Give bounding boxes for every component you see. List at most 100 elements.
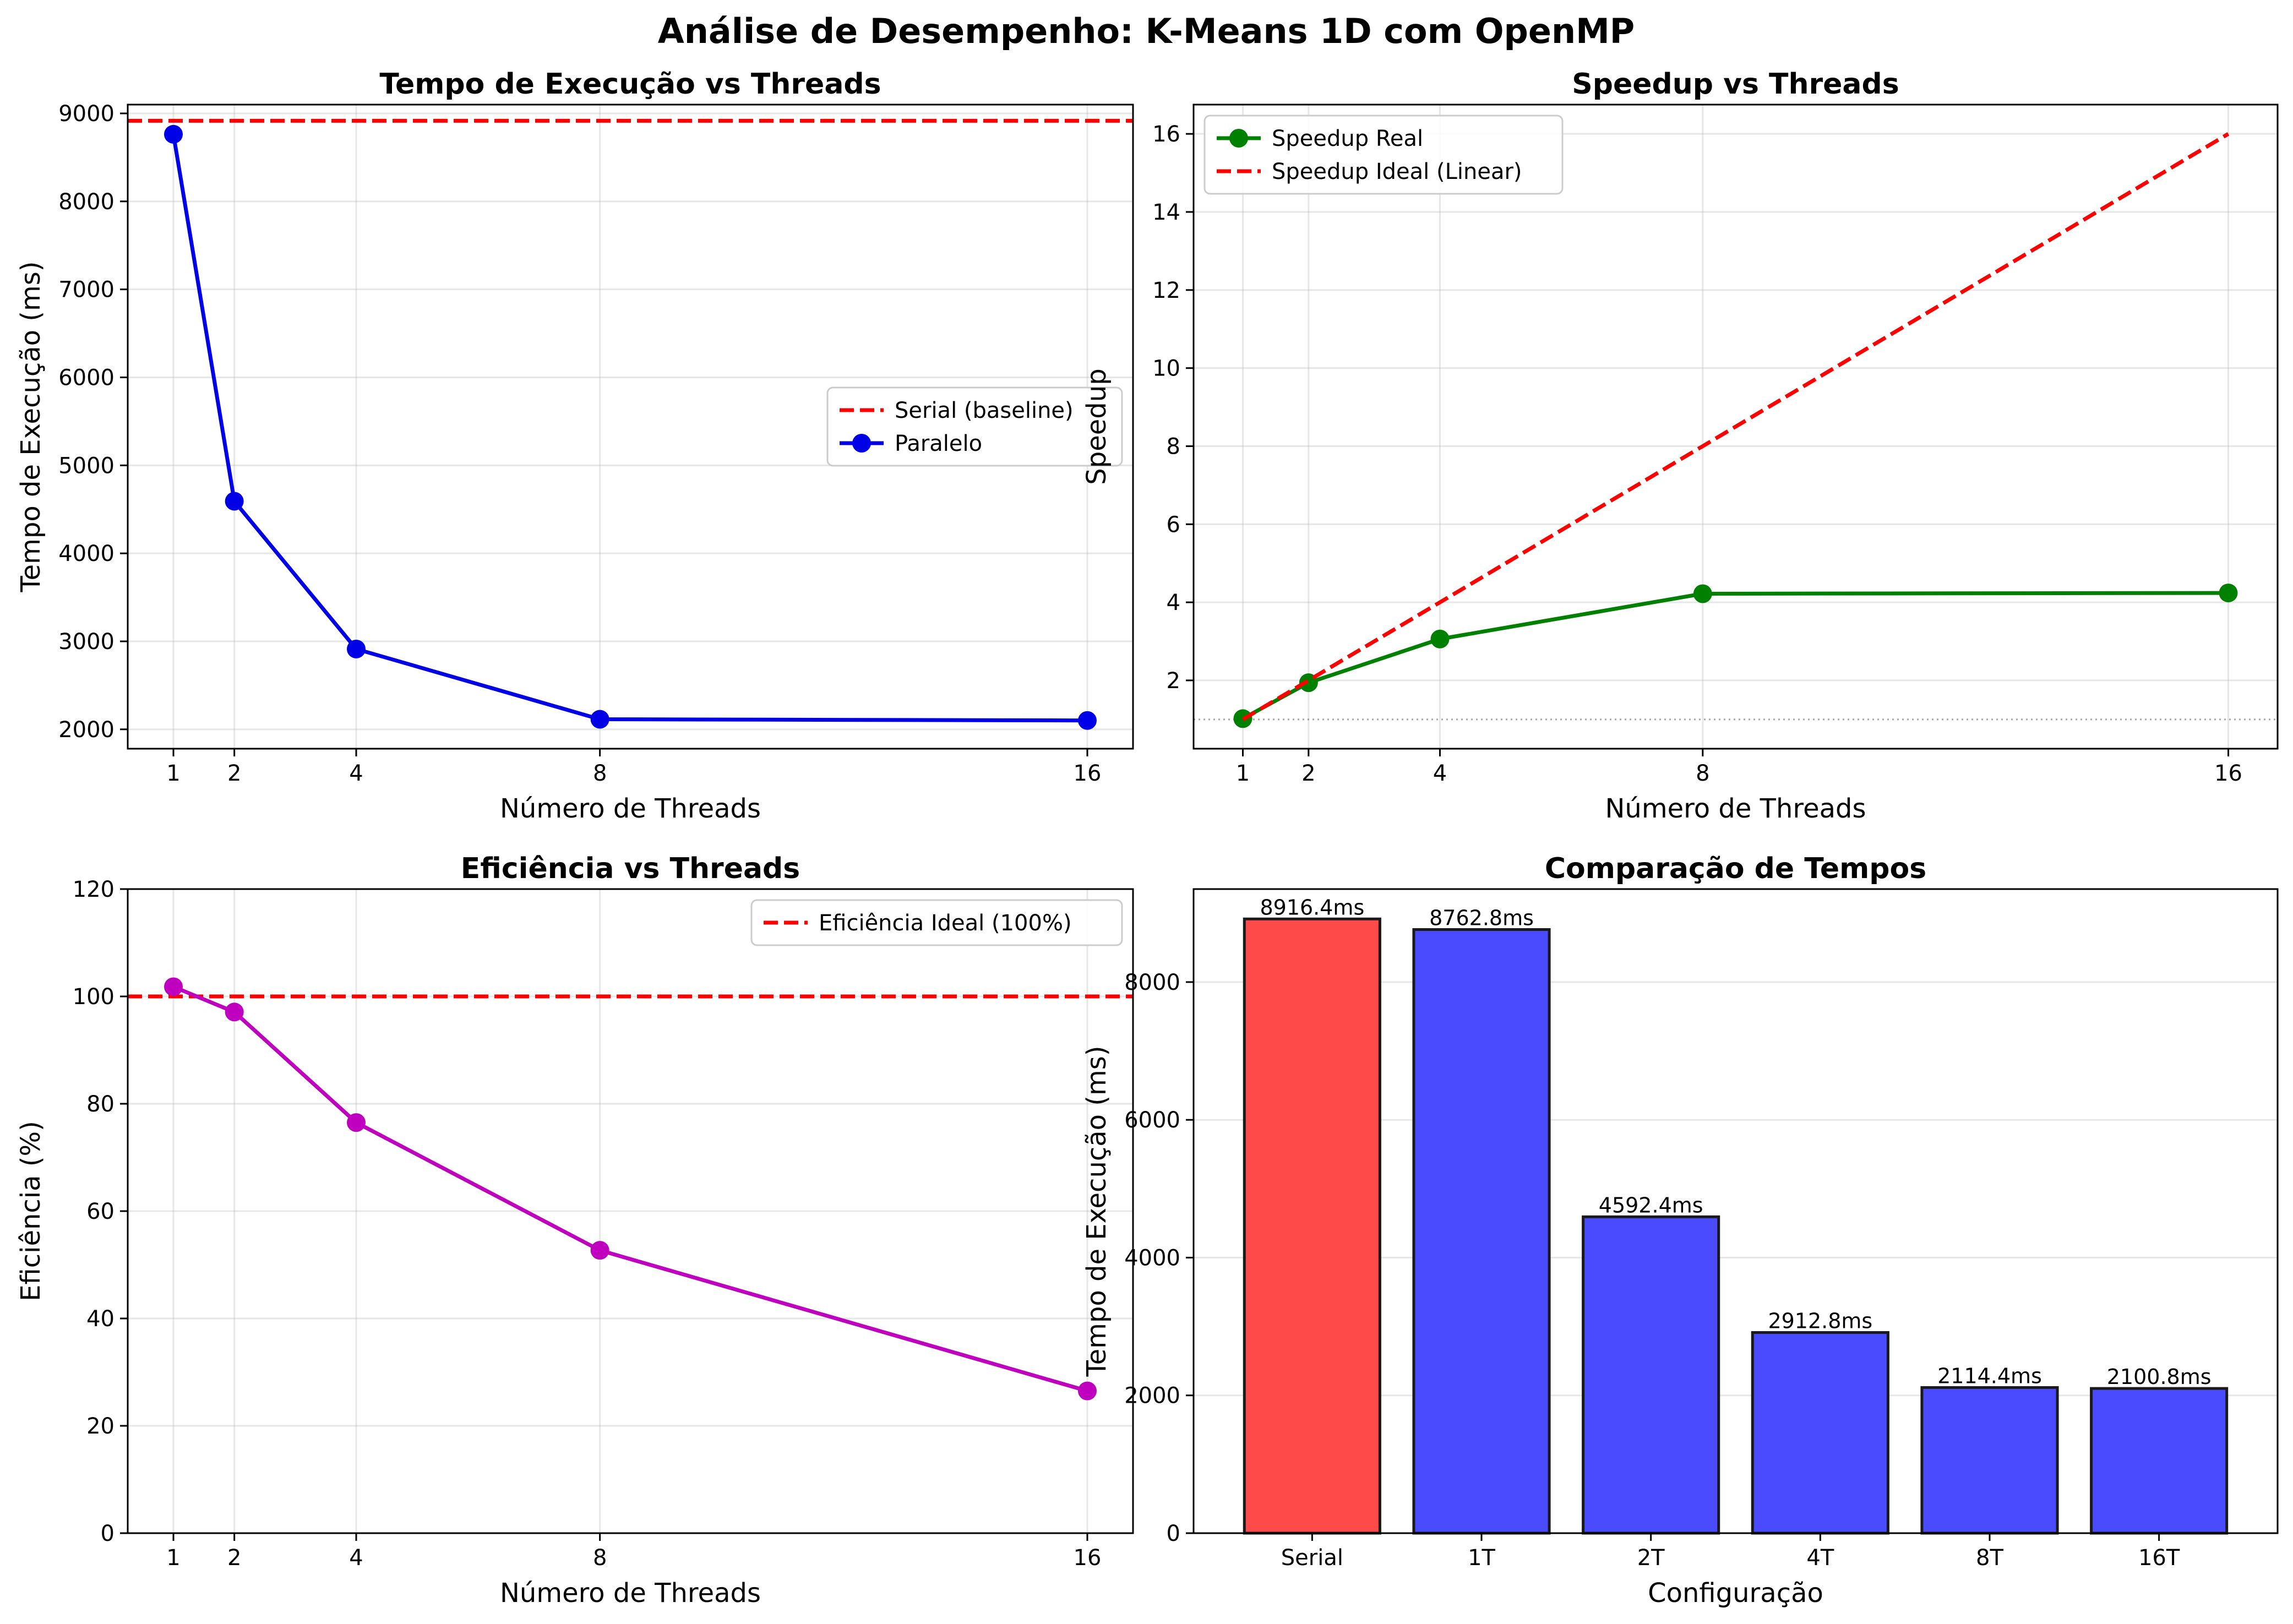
plot-frame bbox=[1192, 888, 2279, 1534]
subplot-title: Tempo de Execução vs Threads bbox=[379, 68, 881, 101]
subplot-title: Eficiência vs Threads bbox=[461, 852, 800, 885]
y-tick-label: 2000 bbox=[58, 717, 115, 743]
y-tick-label: 5000 bbox=[58, 453, 115, 478]
series-line bbox=[1241, 132, 2230, 721]
series-line bbox=[1241, 591, 2229, 721]
data-point bbox=[347, 1113, 366, 1132]
y-tick-label: 8 bbox=[1167, 434, 1180, 459]
x-tick-label: 1 bbox=[1236, 761, 1250, 786]
subplot-eficiencia: 1 2 4 8 16 0 20 40 60 80 100 120 Eficiência Ideal (1… bbox=[15, 852, 1134, 1609]
y-tick-label: 0 bbox=[1167, 1521, 1180, 1546]
y-axis-label: Tempo de Execução (ms) bbox=[1081, 1045, 1112, 1377]
x-tick-label: 2T bbox=[1637, 1545, 1665, 1571]
bar-value-label: 8916.4ms bbox=[1260, 895, 1364, 919]
data-point bbox=[1693, 584, 1712, 603]
data-point bbox=[225, 1002, 244, 1022]
data-point bbox=[1078, 711, 1097, 730]
legend: Serial (baseline) Paralelo bbox=[826, 386, 1123, 467]
y-tick-label: 8000 bbox=[1124, 970, 1180, 995]
y-tick-label: 7000 bbox=[58, 277, 115, 303]
x-axis-label: Número de Threads bbox=[1605, 793, 1866, 824]
legend-label: Serial (baseline) bbox=[895, 398, 1074, 423]
x-tick-label: 4 bbox=[349, 761, 363, 786]
x-tick-label: 4 bbox=[349, 1545, 363, 1571]
y-tick-label: 6 bbox=[1167, 512, 1180, 537]
bar bbox=[1412, 928, 1551, 1535]
y-tick-label: 4 bbox=[1167, 590, 1180, 615]
x-tick-label: 2 bbox=[227, 761, 241, 786]
y-tick-label: 4000 bbox=[1124, 1245, 1180, 1271]
y-tick-label: 9000 bbox=[58, 101, 115, 127]
x-tick-label: 8T bbox=[1976, 1545, 2003, 1571]
x-tick-label: 8 bbox=[593, 761, 607, 786]
data-point bbox=[164, 124, 183, 144]
y-tick-label: 2000 bbox=[1124, 1383, 1180, 1409]
data-point bbox=[2219, 584, 2238, 603]
y-tick-label: 16 bbox=[1152, 122, 1180, 147]
plot-frame bbox=[1192, 103, 2279, 750]
bar-value-label: 8762.8ms bbox=[1429, 906, 1534, 930]
y-tick-label: 60 bbox=[86, 1199, 115, 1224]
x-tick-label: 2 bbox=[227, 1545, 241, 1571]
subplot-comparacao: 8916.4ms Serial 8762.8ms 1T 4592.4ms 2T 2912.8… bbox=[1081, 852, 2279, 1609]
legend: Speedup Real Speedup Ideal (Linear) bbox=[1203, 115, 1564, 195]
subplot-title: Comparação de Tempos bbox=[1545, 852, 1926, 885]
data-point bbox=[347, 639, 366, 658]
y-tick-label: 10 bbox=[1152, 356, 1180, 382]
legend-label: Speedup Ideal (Linear) bbox=[1272, 159, 1522, 184]
legend: Eficiência Ideal (100%) bbox=[750, 899, 1123, 946]
x-tick-label: 16 bbox=[1074, 1545, 1102, 1571]
data-point bbox=[164, 977, 183, 996]
plot-frame bbox=[127, 888, 1134, 1534]
legend-marker bbox=[1229, 129, 1248, 148]
y-tick-label: 40 bbox=[86, 1306, 115, 1332]
legend-box bbox=[750, 899, 1123, 946]
bar-value-label: 2114.4ms bbox=[1937, 1364, 2042, 1388]
y-axis-label: Tempo de Execução (ms) bbox=[15, 261, 46, 592]
legend-box bbox=[826, 386, 1123, 467]
x-axis-label: Configuração bbox=[1648, 1578, 1823, 1609]
subplot-tempo: 1 2 4 8 16 2000 3000 4000 5000 6000 7000 8000 9000 Se… bbox=[15, 68, 1134, 824]
y-tick-label: 6000 bbox=[58, 365, 115, 390]
y-axis-label: Speedup bbox=[1081, 368, 1112, 484]
x-tick-label: 4T bbox=[1806, 1545, 1834, 1571]
data-point bbox=[1430, 629, 1450, 648]
legend-label: Paralelo bbox=[895, 431, 982, 456]
data-point bbox=[225, 492, 244, 511]
series-line bbox=[172, 985, 1088, 1393]
legend-marker bbox=[852, 434, 871, 453]
x-tick-label: 2 bbox=[1301, 761, 1315, 786]
x-tick-label: 1 bbox=[166, 761, 180, 786]
y-tick-label: 12 bbox=[1152, 278, 1180, 303]
y-tick-label: 8000 bbox=[58, 189, 115, 215]
x-tick-label: Serial bbox=[1281, 1545, 1343, 1571]
legend-label: Eficiência Ideal (100%) bbox=[819, 911, 1072, 936]
data-point bbox=[590, 1241, 609, 1260]
x-tick-label: 16 bbox=[1074, 761, 1102, 786]
x-axis-label: Número de Threads bbox=[500, 793, 761, 824]
y-tick-label: 4000 bbox=[58, 541, 115, 566]
x-tick-label: 8 bbox=[1696, 761, 1709, 786]
plot-frame bbox=[127, 103, 1134, 750]
y-tick-label: 0 bbox=[101, 1521, 115, 1546]
bar bbox=[1751, 1331, 1889, 1535]
x-tick-label: 16T bbox=[2138, 1545, 2180, 1571]
y-tick-label: 20 bbox=[86, 1414, 115, 1439]
x-tick-label: 8 bbox=[593, 1545, 607, 1571]
data-point bbox=[1078, 1381, 1097, 1400]
x-tick-label: 1T bbox=[1468, 1545, 1495, 1571]
x-axis-label: Número de Threads bbox=[500, 1578, 761, 1609]
y-axis-label: Eficiência (%) bbox=[15, 1121, 46, 1301]
bar bbox=[1243, 917, 1381, 1535]
y-tick-label: 14 bbox=[1152, 200, 1180, 225]
y-tick-label: 100 bbox=[73, 984, 115, 1010]
legend-box bbox=[1203, 115, 1564, 195]
data-point bbox=[590, 710, 609, 729]
x-tick-label: 16 bbox=[2214, 761, 2242, 786]
bar bbox=[1920, 1386, 2059, 1535]
bar bbox=[2090, 1387, 2229, 1535]
bar bbox=[1582, 1215, 1720, 1535]
bar-value-label: 2912.8ms bbox=[1768, 1309, 1872, 1333]
